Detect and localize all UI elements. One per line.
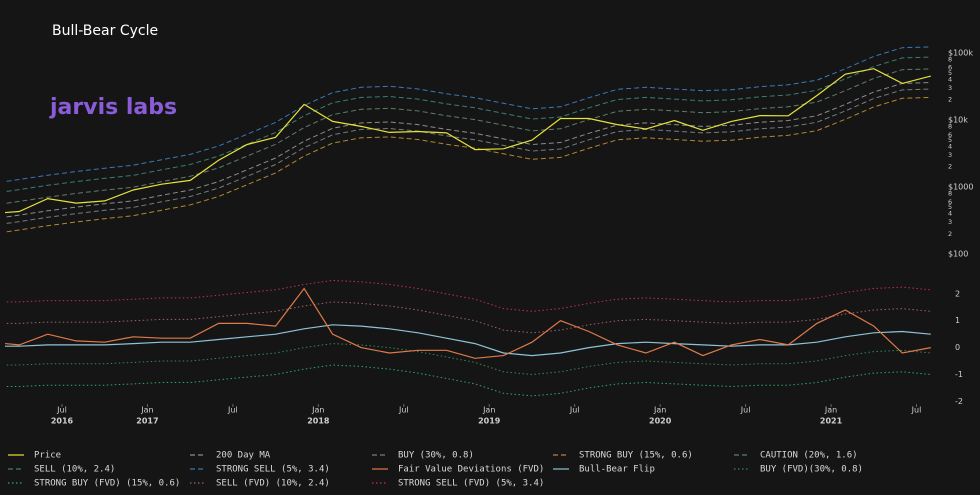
x-tick-label: Jul (398, 406, 409, 415)
y-tick-label: 5 (948, 69, 952, 77)
series-line (5, 46, 931, 183)
series-line (5, 56, 931, 193)
x-tick-label: Jul (56, 406, 67, 415)
legend-label: STRONG BUY (15%, 0.6) (579, 451, 693, 461)
x-tick-label: Jan (824, 406, 837, 415)
series-line (5, 96, 931, 233)
logo: jarvis labs (49, 95, 177, 120)
y-tick-label: 6 (948, 64, 952, 72)
y-tick-label: 4 (948, 75, 952, 83)
x-tick-label: Jul (740, 406, 751, 415)
series-line (5, 88, 931, 225)
x-tick-label: Jul (227, 406, 238, 415)
chart-title: Bull-Bear Cycle (52, 23, 158, 39)
y-tick-label: 3 (948, 151, 952, 159)
y-tick-label: 5 (948, 136, 952, 144)
y-tick-label: 6 (948, 198, 952, 206)
y-tick-label: 8 (948, 122, 952, 130)
series-line (5, 324, 931, 357)
y-tick-label: -2 (955, 397, 963, 406)
y-tick-label: 8 (948, 189, 952, 197)
y-tick-label: 3 (948, 218, 952, 226)
x-tick-year: 2018 (307, 417, 330, 426)
x-tick-label: Jan (653, 406, 666, 415)
x-tick-label: Jul (911, 406, 922, 415)
legend-label: BUY (30%, 0.8) (398, 451, 474, 461)
x-tick-year: 2016 (51, 417, 74, 426)
y-tick-label: 1 (955, 316, 960, 325)
x-tick-year: 2021 (820, 417, 843, 426)
legend-label: SELL (FVD) (10%, 2.4) (216, 479, 330, 489)
series-line (5, 82, 931, 218)
y-tick-label: $100 (948, 250, 968, 259)
y-tick-label: 2 (955, 289, 960, 298)
legend-label: BUY (FVD)(30%, 0.8) (760, 465, 863, 475)
y-tick-label: $10k (948, 115, 968, 124)
series-line (5, 343, 931, 376)
y-tick-label: $100k (948, 48, 973, 57)
plot-area (5, 46, 931, 397)
series-line (5, 287, 931, 359)
y-tick-label: 2 (948, 163, 952, 171)
y-tick-label: 4 (948, 143, 952, 151)
y-tick-label: 2 (948, 230, 952, 238)
legend-label: CAUTION (20%, 1.6) (760, 451, 858, 461)
legend-label: Fair Value Deviations (FVD) (398, 465, 544, 475)
series-line (5, 279, 931, 312)
series-line (5, 68, 931, 214)
x-tick-label: Jan (311, 406, 324, 415)
series-line (5, 68, 931, 204)
x-tick-label: Jan (140, 406, 153, 415)
legend-label: STRONG BUY (FVD) (15%, 0.6) (34, 479, 180, 489)
legend-label: SELL (10%, 2.4) (34, 465, 115, 475)
series-line (5, 364, 931, 397)
legend-label: STRONG SELL (5%, 3.4) (216, 465, 330, 475)
y-tick-label: 0 (955, 343, 960, 352)
legend-label: Bull-Bear Flip (579, 465, 655, 475)
legend-label: 200 Day MA (216, 451, 271, 461)
legend-label: STRONG SELL (FVD) (5%, 3.4) (398, 479, 544, 489)
x-tick-label: Jul (569, 406, 580, 415)
series-line (5, 301, 931, 334)
y-tick-label: 6 (948, 131, 952, 139)
y-tick-label: $1000 (948, 182, 973, 191)
y-tick-label: 4 (948, 210, 952, 218)
y-tick-label: 5 (948, 203, 952, 211)
y-tick-label: 8 (948, 55, 952, 63)
x-tick-year: 2017 (136, 417, 158, 426)
y-tick-label: 3 (948, 84, 952, 92)
x-tick-year: 2020 (649, 417, 672, 426)
legend-label: Price (34, 451, 61, 461)
x-tick-label: Jan (482, 406, 495, 415)
x-tick-year: 2019 (478, 417, 501, 426)
y-tick-label: 2 (948, 96, 952, 104)
y-tick-label: -1 (955, 370, 963, 379)
